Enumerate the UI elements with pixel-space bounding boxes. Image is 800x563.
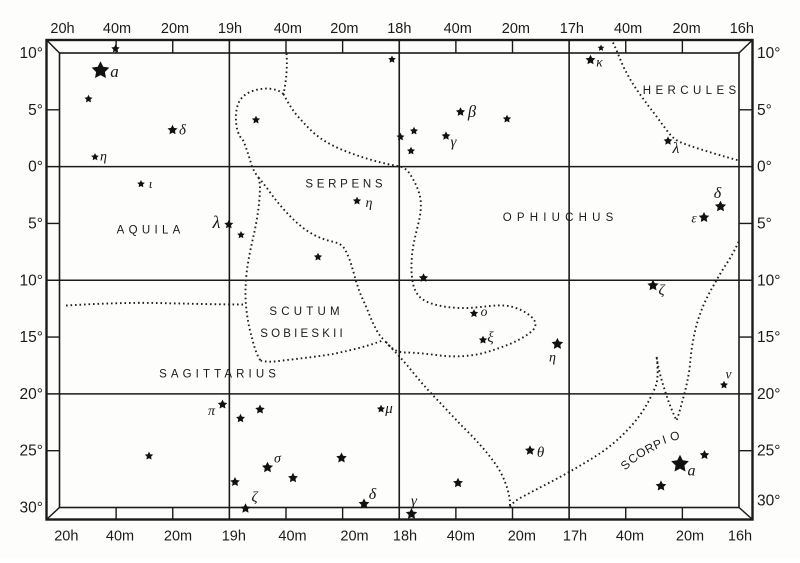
svg-text:λ: λ [212,212,221,232]
svg-text:20m: 20m [164,529,192,545]
svg-text:λ: λ [672,140,680,157]
svg-text:β: β [467,102,477,121]
svg-text:40m: 40m [278,529,306,545]
svg-text:5°: 5° [28,215,43,232]
svg-text:10°: 10° [757,45,780,62]
svg-text:a: a [110,62,119,81]
svg-text:20h: 20h [54,529,78,545]
svg-text:SAGITTARIUS: SAGITTARIUS [159,369,280,381]
svg-text:5°: 5° [757,215,772,232]
svg-text:0°: 0° [28,159,43,176]
svg-text:ζ: ζ [251,489,258,505]
svg-text:10°: 10° [20,272,43,289]
svg-text:20m: 20m [508,529,536,545]
svg-text:ι: ι [149,176,153,191]
svg-text:ζ: ζ [658,282,665,298]
svg-text:δ: δ [714,185,722,202]
svg-text:SCUTUM: SCUTUM [269,306,343,318]
svg-text:25°: 25° [757,443,780,460]
svg-text:π: π [208,404,216,419]
svg-text:0°: 0° [757,159,772,176]
svg-text:μ: μ [384,401,393,417]
svg-text:25°: 25° [20,443,43,460]
svg-text:20m: 20m [340,529,368,545]
svg-text:OPHIUCHUS: OPHIUCHUS [503,212,619,224]
svg-text:10°: 10° [757,272,780,289]
svg-text:15°: 15° [757,329,780,346]
svg-text:v: v [726,366,732,381]
svg-text:η: η [549,350,556,365]
svg-text:O: O [669,428,681,444]
svg-text:o: o [481,304,488,319]
svg-text:19h: 19h [222,529,246,545]
svg-text:SOBIESKII: SOBIESKII [260,328,346,340]
svg-text:SERPENS: SERPENS [305,179,386,191]
svg-text:40m: 40m [614,21,642,37]
svg-text:γ: γ [451,134,458,150]
svg-text:20h: 20h [50,21,74,37]
svg-text:30°: 30° [20,500,43,517]
svg-text:γ: γ [411,493,418,509]
svg-text:δ: δ [369,486,377,503]
svg-text:30°: 30° [757,493,780,510]
svg-text:ξ: ξ [487,330,494,346]
svg-text:AQUILA: AQUILA [117,225,185,237]
svg-text:20°: 20° [757,386,780,403]
svg-text:40m: 40m [444,21,472,37]
svg-text:ε: ε [691,210,697,225]
svg-text:θ: θ [537,445,545,461]
svg-text:16h: 16h [728,529,752,545]
svg-text:η: η [100,149,107,164]
svg-text:17h: 17h [563,529,587,545]
svg-text:η: η [366,196,373,211]
svg-text:15°: 15° [20,329,43,346]
svg-text:40m: 40m [103,21,131,37]
svg-text:HERCULES: HERCULES [643,85,741,97]
svg-text:a: a [688,463,696,480]
svg-text:I: I [661,433,669,447]
svg-text:10°: 10° [20,45,43,62]
svg-text:5°: 5° [28,102,43,119]
svg-text:δ: δ [179,122,187,138]
svg-text:18h: 18h [387,21,411,37]
svg-text:20°: 20° [20,386,43,403]
svg-text:40m: 40m [106,529,134,545]
svg-text:σ: σ [274,451,282,466]
svg-text:16h: 16h [730,21,754,37]
svg-text:20m: 20m [672,21,700,37]
svg-text:40m: 40m [616,529,644,545]
svg-text:20m: 20m [676,529,704,545]
svg-text:40m: 40m [447,529,475,545]
svg-text:20m: 20m [502,21,530,37]
svg-text:20m: 20m [161,21,189,37]
svg-text:18h: 18h [393,529,417,545]
svg-text:κ: κ [596,54,603,69]
svg-text:40m: 40m [274,21,302,37]
svg-text:5°: 5° [757,102,772,119]
svg-text:20m: 20m [330,21,358,37]
svg-text:19h: 19h [218,21,242,37]
svg-text:17h: 17h [560,21,584,37]
